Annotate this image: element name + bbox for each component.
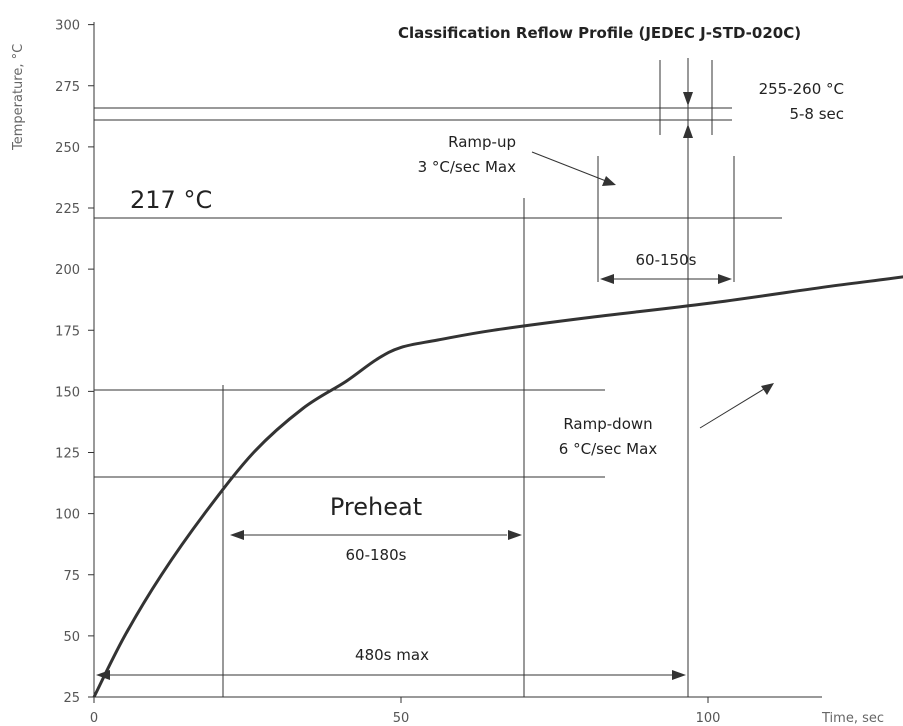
ramp-up-pointer-head	[602, 176, 616, 186]
ramp-up-label: Ramp-up	[448, 133, 516, 151]
y-axis-label: Temperature, °C	[11, 44, 26, 151]
x-tick-label: 50	[393, 711, 410, 726]
y-tick-label: 75	[63, 569, 80, 584]
peak-time-label: 5-8 sec	[789, 105, 844, 123]
preheat-label: Preheat	[330, 493, 422, 521]
annotations: 255-260 °C 5-8 sec Ramp-up 3 °C/sec Max …	[130, 80, 844, 664]
guide-lines	[94, 58, 782, 697]
ramp-down-rate-label: 6 °C/sec Max	[559, 440, 658, 458]
y-tick-label: 150	[55, 385, 80, 400]
x-tick-label: 0	[90, 711, 98, 726]
y-tick-label: 225	[55, 202, 80, 217]
total-arrow-head-right	[672, 670, 686, 680]
y-tick-label: 200	[55, 263, 80, 278]
preheat-duration-label: 60-180s	[346, 546, 407, 564]
preheat-arrow-head-right	[508, 530, 522, 540]
ramp-up-rate-label: 3 °C/sec Max	[418, 158, 517, 176]
ramp-down-pointer	[699, 388, 765, 429]
y-tick-label: 50	[63, 630, 80, 645]
temperature-profile-line	[92, 275, 903, 698]
peak-arrow-up-head	[683, 124, 693, 138]
axes	[93, 22, 822, 698]
series	[92, 275, 903, 698]
y-tick-label: 175	[55, 324, 80, 339]
chart-title: Classification Reflow Profile (JEDEC J-S…	[398, 24, 801, 42]
y-tick-label: 250	[55, 141, 80, 156]
liquidus-label: 217 °C	[130, 186, 212, 214]
y-ticks: 25 50 75 100 125 150 175 200 225 250 275 300	[55, 19, 94, 706]
y-tick-label: 25	[63, 691, 80, 706]
tal-label: 60-150s	[636, 251, 697, 269]
total-time-label: 480s max	[355, 646, 429, 664]
y-tick-label: 275	[55, 80, 80, 95]
y-tick-label: 100	[55, 508, 80, 523]
x-tick-label: 100	[696, 711, 721, 726]
peak-arrow-down-head	[683, 92, 693, 106]
x-ticks: 050100150200	[90, 697, 721, 726]
ramp-up-pointer	[531, 151, 607, 182]
tal-arrow-head-right	[718, 274, 732, 284]
x-axis-label: Time, sec	[821, 711, 884, 726]
y-tick-label: 300	[55, 19, 80, 34]
tal-arrow-head-left	[600, 274, 614, 284]
ramp-down-pointer-head	[761, 383, 774, 395]
peak-range-label: 255-260 °C	[759, 80, 844, 98]
arrows	[96, 60, 774, 680]
preheat-arrow-head-left	[230, 530, 244, 540]
y-tick-label: 125	[55, 447, 80, 462]
ramp-down-label: Ramp-down	[563, 415, 652, 433]
